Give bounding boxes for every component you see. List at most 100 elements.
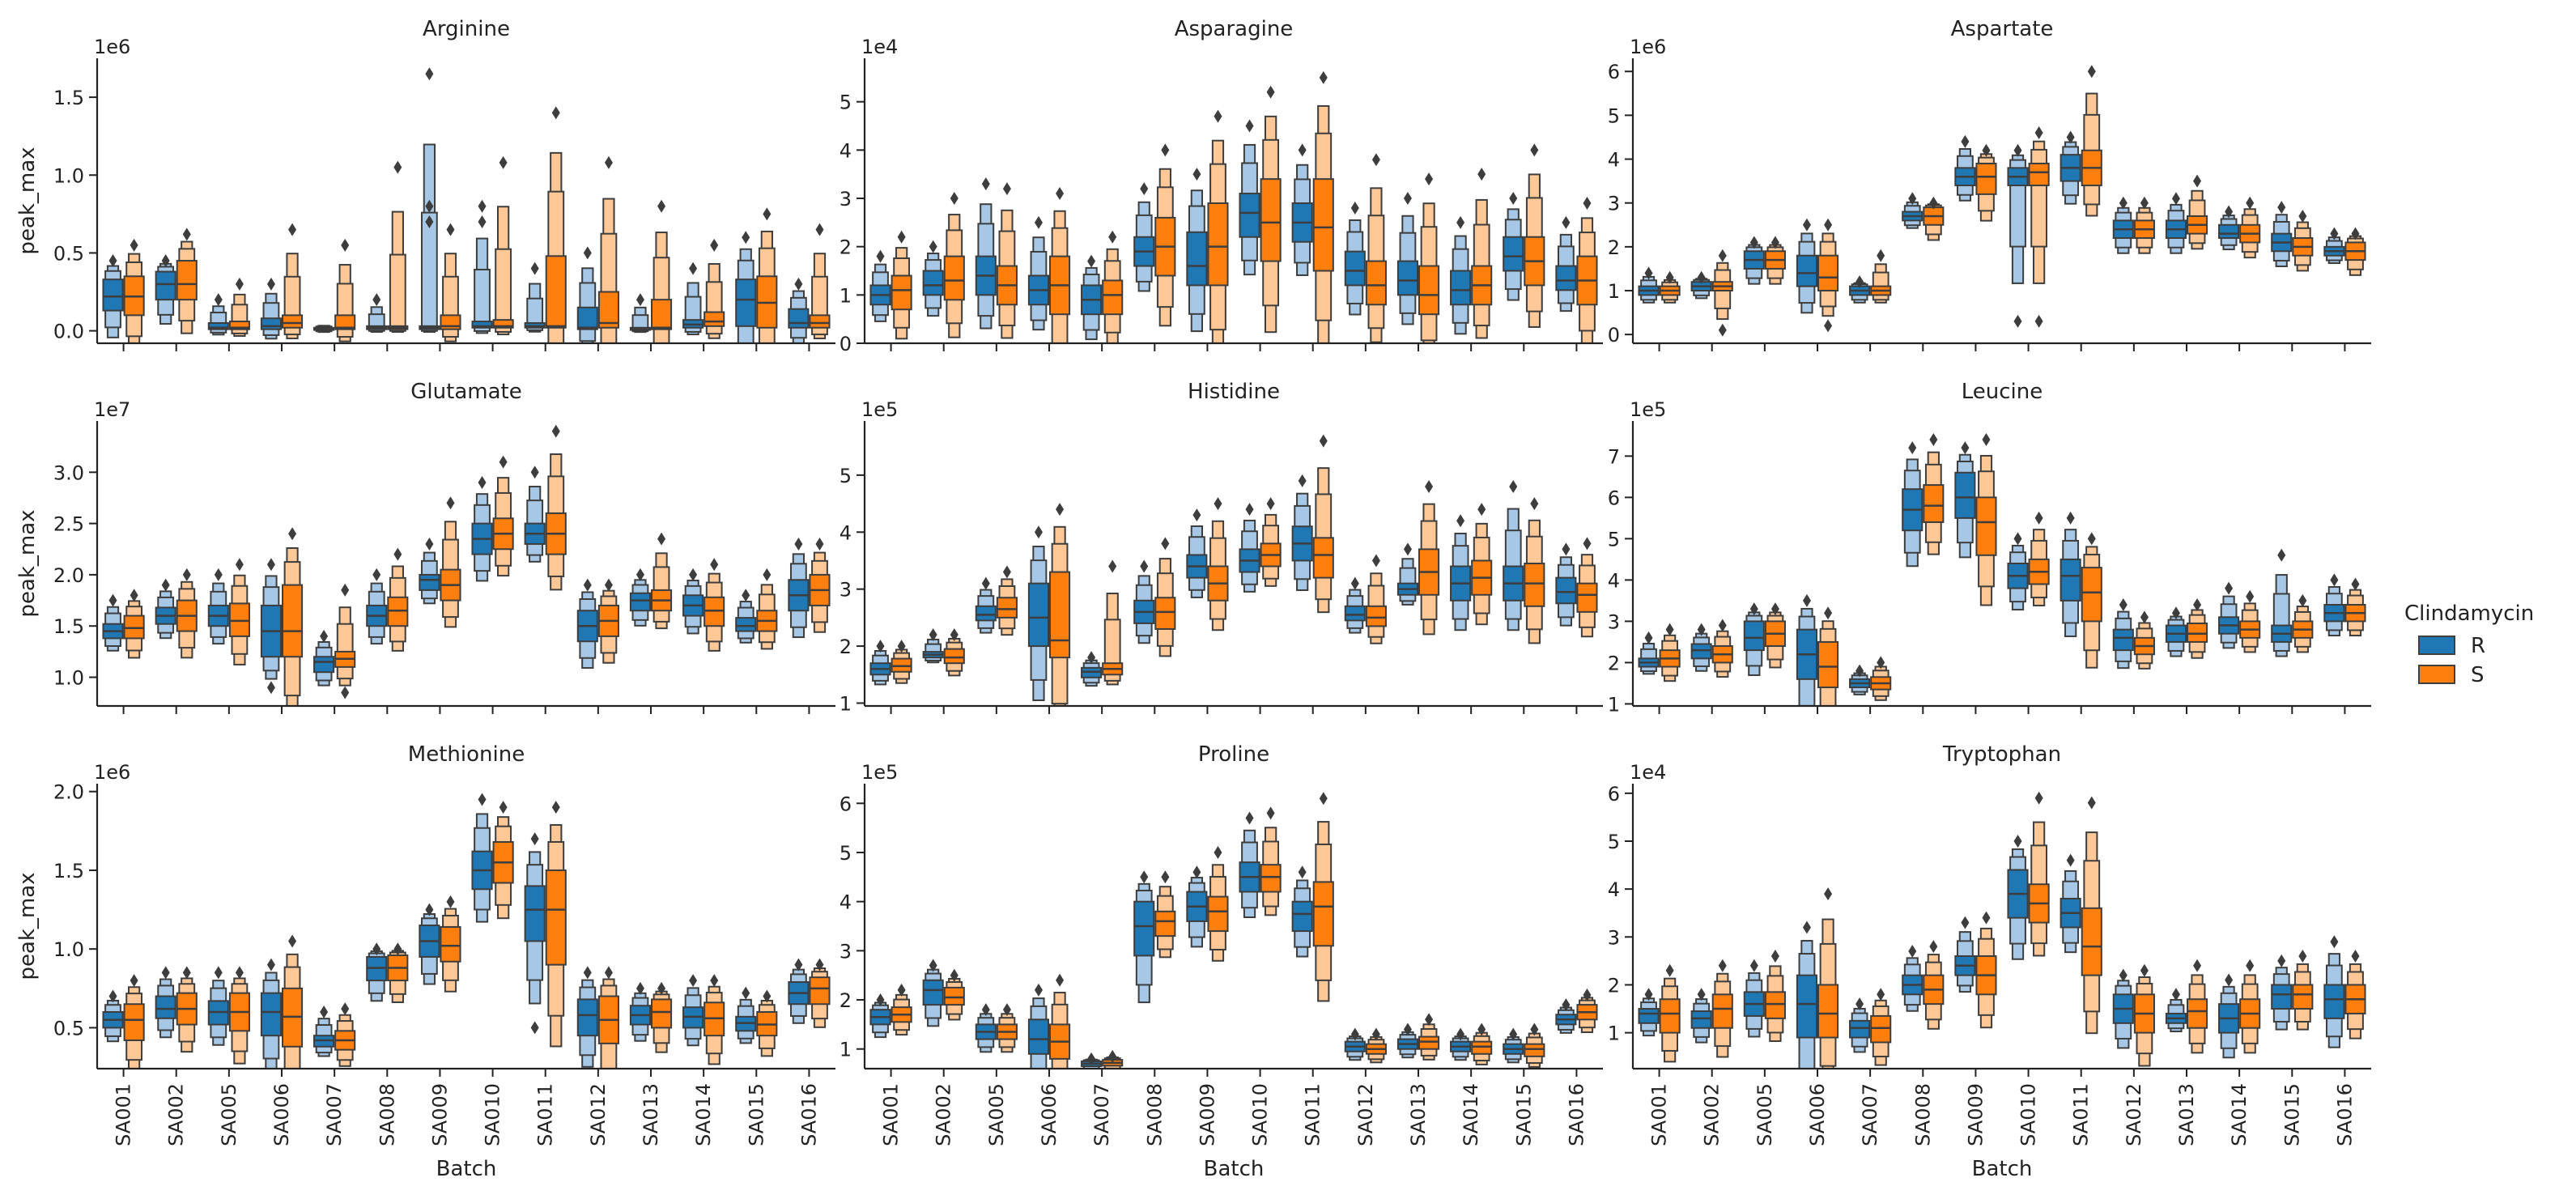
- boxen-sa010-s: [2028, 791, 2050, 957]
- boxen-sa002-r: [155, 578, 176, 640]
- boxen-box: [1555, 576, 1577, 605]
- outlier-marker: [1877, 988, 1885, 1001]
- outlier-marker: [2066, 130, 2075, 144]
- outlier-marker: [794, 277, 803, 291]
- panel-tryptophan: Tryptophan 1e4 1 2 3 4 5 6 SA001 SA002 SA005 SA006 S…: [1608, 742, 2371, 1181]
- boxen-box: [1207, 895, 1229, 933]
- boxen-box: [1503, 236, 1524, 272]
- boxen-box: [735, 278, 757, 327]
- outlier-marker: [1245, 119, 1254, 133]
- legend-title: Clindamycin: [2404, 602, 2534, 626]
- x-tick-label: SA009: [1196, 1083, 1218, 1146]
- boxen-sa016-s: [809, 958, 831, 1028]
- outlier-marker: [1087, 1052, 1096, 1065]
- y-tick-label: 2: [840, 636, 852, 658]
- x-tick-label: SA015: [1512, 1083, 1535, 1146]
- boxen-sa013-s: [1418, 1013, 1440, 1061]
- outlier-marker: [1087, 254, 1096, 268]
- panel-title: Histidine: [1188, 380, 1280, 404]
- outlier-marker: [950, 628, 959, 641]
- y-tick-label: 2: [1608, 652, 1620, 674]
- y-tick-label: 1: [840, 692, 852, 715]
- boxen-box: [1365, 260, 1387, 306]
- boxen-box: [207, 321, 229, 330]
- x-axis-label: Batch: [1204, 1157, 1265, 1181]
- boxen-sa001-s: [891, 640, 912, 684]
- boxen-sa012-r: [576, 246, 598, 345]
- boxen-sa009-s: [440, 895, 461, 993]
- axis-offset-label: 1e5: [861, 761, 898, 784]
- outlier-marker: [1749, 236, 1758, 249]
- boxen-sa013-s: [651, 199, 673, 344]
- boxen-sa001-s: [1659, 623, 1681, 682]
- boxen-sa001-s: [891, 230, 912, 340]
- outlier-marker: [425, 537, 434, 551]
- boxen-box: [651, 998, 673, 1029]
- x-tick-label: SA012: [587, 1083, 610, 1146]
- y-axis-label: peak_max: [15, 872, 40, 980]
- boxen-sa007-r: [313, 1005, 335, 1057]
- axis-offset-label: 1e5: [1630, 398, 1666, 421]
- outlier-marker: [266, 277, 275, 291]
- boxen-sa012-s: [597, 155, 619, 345]
- outlier-marker: [2087, 532, 2096, 546]
- outlier-marker: [1982, 911, 1991, 925]
- outlier-marker: [876, 993, 885, 1007]
- boxen-box: [1638, 1008, 1660, 1024]
- outlier-marker: [929, 959, 937, 972]
- outlier-marker: [1266, 806, 1275, 820]
- outlier-marker: [235, 277, 244, 291]
- outlier-marker: [341, 583, 350, 597]
- outlier-marker: [1425, 172, 1434, 186]
- outlier-marker: [1562, 998, 1571, 1012]
- boxen-box: [2081, 907, 2102, 976]
- axis-offset-label: 1e6: [94, 36, 130, 58]
- outlier-marker: [1802, 921, 1811, 934]
- boxen-sa012-s: [1365, 1027, 1387, 1064]
- outlier-marker: [1509, 1027, 1518, 1041]
- outlier-marker: [2066, 511, 2075, 525]
- boxen-sa016-r: [788, 537, 810, 639]
- boxen-box: [2323, 984, 2345, 1019]
- boxen-sa012-r: [2112, 196, 2134, 254]
- y-tick-label: 4: [840, 891, 852, 914]
- boxen-sa014-r: [682, 974, 704, 1047]
- boxen-sa011-s: [1312, 792, 1334, 1002]
- boxen-sa008-s: [1154, 870, 1176, 959]
- x-tick-label: SA012: [1354, 1083, 1377, 1146]
- boxen-sa013-r: [629, 981, 652, 1042]
- x-tick-label: SA011: [2070, 1083, 2093, 1146]
- outlier-marker: [1403, 192, 1412, 206]
- boxen-tail-box: [420, 211, 438, 332]
- boxen-sa016-r: [2323, 573, 2345, 637]
- boxen-sa010-s: [492, 455, 514, 577]
- boxen-sa013-s: [2187, 959, 2208, 1054]
- boxen-sa012-r: [2112, 598, 2134, 670]
- outlier-marker: [2034, 791, 2043, 805]
- outlier-marker: [1770, 236, 1779, 249]
- boxen-sa009-r: [1954, 134, 1976, 202]
- outlier-marker: [1908, 945, 1917, 959]
- outlier-marker: [742, 986, 750, 1000]
- outlier-marker: [182, 227, 191, 241]
- x-tick-label: SA006: [1038, 1083, 1061, 1146]
- x-tick-label: SA015: [2281, 1083, 2303, 1146]
- boxen-box: [1849, 1019, 1871, 1039]
- boxen-box: [1690, 643, 1712, 660]
- boxen-box: [2060, 558, 2081, 602]
- boxen-sa008-s: [1923, 940, 1945, 1030]
- x-tick-label: SA001: [880, 1083, 903, 1146]
- boxen-sa005-r: [207, 293, 229, 336]
- outlier-marker: [763, 207, 772, 221]
- outlier-marker: [320, 1005, 329, 1018]
- boxen-sa007-s: [1102, 559, 1124, 686]
- boxen-sa001-s: [123, 589, 145, 659]
- outlier-marker: [815, 958, 824, 972]
- boxen-sa011-r: [524, 466, 546, 563]
- outlier-marker: [1929, 432, 1938, 446]
- boxen-box: [155, 270, 176, 301]
- y-tick-label: 6: [1608, 487, 1620, 509]
- outlier-marker: [1403, 1023, 1412, 1036]
- outlier-marker: [1583, 196, 1592, 210]
